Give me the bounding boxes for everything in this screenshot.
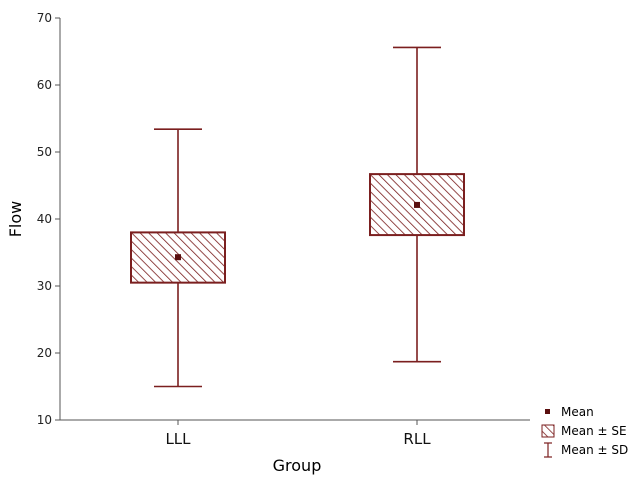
legend-mean-icon	[545, 409, 550, 414]
legend-se-label: Mean ± SE	[561, 424, 627, 438]
x-tick-label: LLL	[165, 430, 191, 448]
y-tick-label: 40	[37, 212, 52, 226]
y-tick-label: 70	[37, 11, 52, 25]
box-group-rll	[369, 46, 465, 363]
y-tick-label: 50	[37, 145, 52, 159]
y-axis-title: Flow	[6, 201, 25, 238]
y-tick-label: 30	[37, 279, 52, 293]
y-tick-label: 60	[37, 78, 52, 92]
legend-sd-label: Mean ± SD	[561, 443, 628, 457]
x-tick-label: RLL	[403, 430, 431, 448]
y-tick-label: 10	[37, 413, 52, 427]
x-ticks: LLL RLL	[165, 420, 431, 448]
box-group-lll	[130, 128, 226, 388]
legend-se-icon	[541, 424, 555, 438]
x-axis-title: Group	[273, 456, 322, 475]
mean-marker	[414, 201, 420, 208]
legend-sd-icon	[544, 442, 552, 458]
mean-marker	[175, 254, 181, 261]
y-ticks: 10 20 30 40 50 60 70	[37, 11, 60, 427]
box-groups	[130, 46, 465, 388]
y-tick-label: 20	[37, 346, 52, 360]
legend-mean-label: Mean	[561, 405, 594, 419]
legend: Mean Mean ± SE Mean ± SD	[541, 405, 628, 458]
plot-area: 10 20 30 40 50 60 70 LLL RLL	[37, 11, 530, 448]
